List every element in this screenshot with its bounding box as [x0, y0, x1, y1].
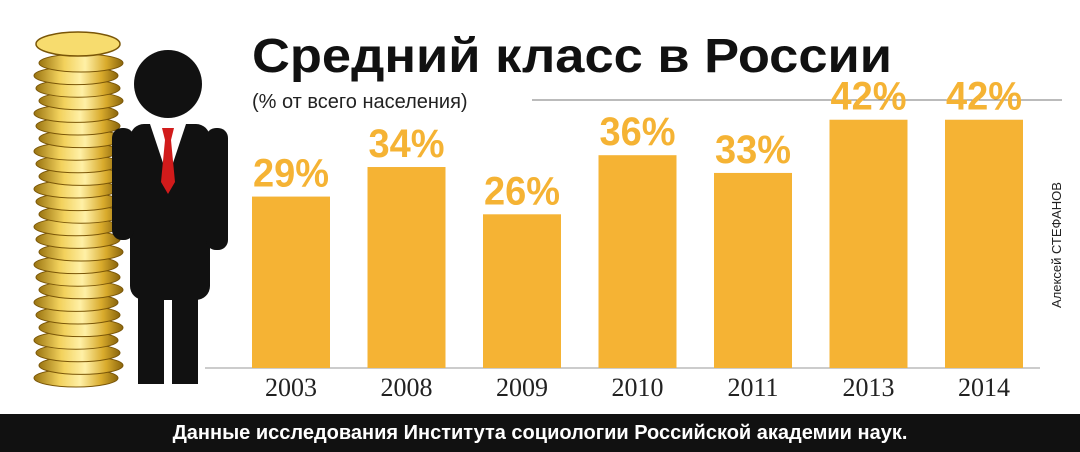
businessman-icon — [112, 50, 228, 384]
x-tick-2003: 2003 — [265, 373, 317, 402]
author-credit: Алексей СТЕФАНОВ — [1049, 182, 1064, 308]
value-label-2014: 42% — [946, 75, 1022, 119]
chart-subtitle: (% от всего населения) — [252, 91, 468, 113]
x-tick-2011: 2011 — [727, 373, 778, 402]
value-label-2010: 36% — [600, 110, 676, 154]
x-tick-2008: 2008 — [381, 373, 433, 402]
coin-stack-icon — [33, 31, 124, 388]
x-tick-2014: 2014 — [958, 373, 1010, 402]
bars — [252, 119, 1023, 368]
bar-2013 — [829, 119, 908, 368]
bar-2008 — [367, 167, 446, 368]
x-tick-2010: 2010 — [612, 373, 664, 402]
source-note: Данные исследования Института социологии… — [0, 414, 1080, 452]
value-label-2013: 42% — [831, 75, 907, 119]
bar-2010 — [598, 155, 677, 368]
bar-2014 — [945, 119, 1023, 368]
x-tick-2009: 2009 — [496, 373, 548, 402]
value-label-2011: 33% — [715, 128, 791, 172]
chart-title: Средний класс в России — [252, 30, 892, 83]
x-tick-2013: 2013 — [843, 373, 895, 402]
value-label-2003: 29% — [253, 152, 329, 196]
value-label-2008: 34% — [369, 122, 445, 166]
value-label-2009: 26% — [484, 169, 560, 213]
x-axis-ticks: 2003 2008 2009 2010 2011 2013 2014 — [265, 373, 1010, 402]
bar-2009 — [483, 214, 561, 368]
value-labels: 29% 34% 26% 36% 33% 42% 42% — [253, 75, 1022, 214]
bar-2011 — [714, 172, 792, 368]
bar-2003 — [252, 196, 330, 368]
